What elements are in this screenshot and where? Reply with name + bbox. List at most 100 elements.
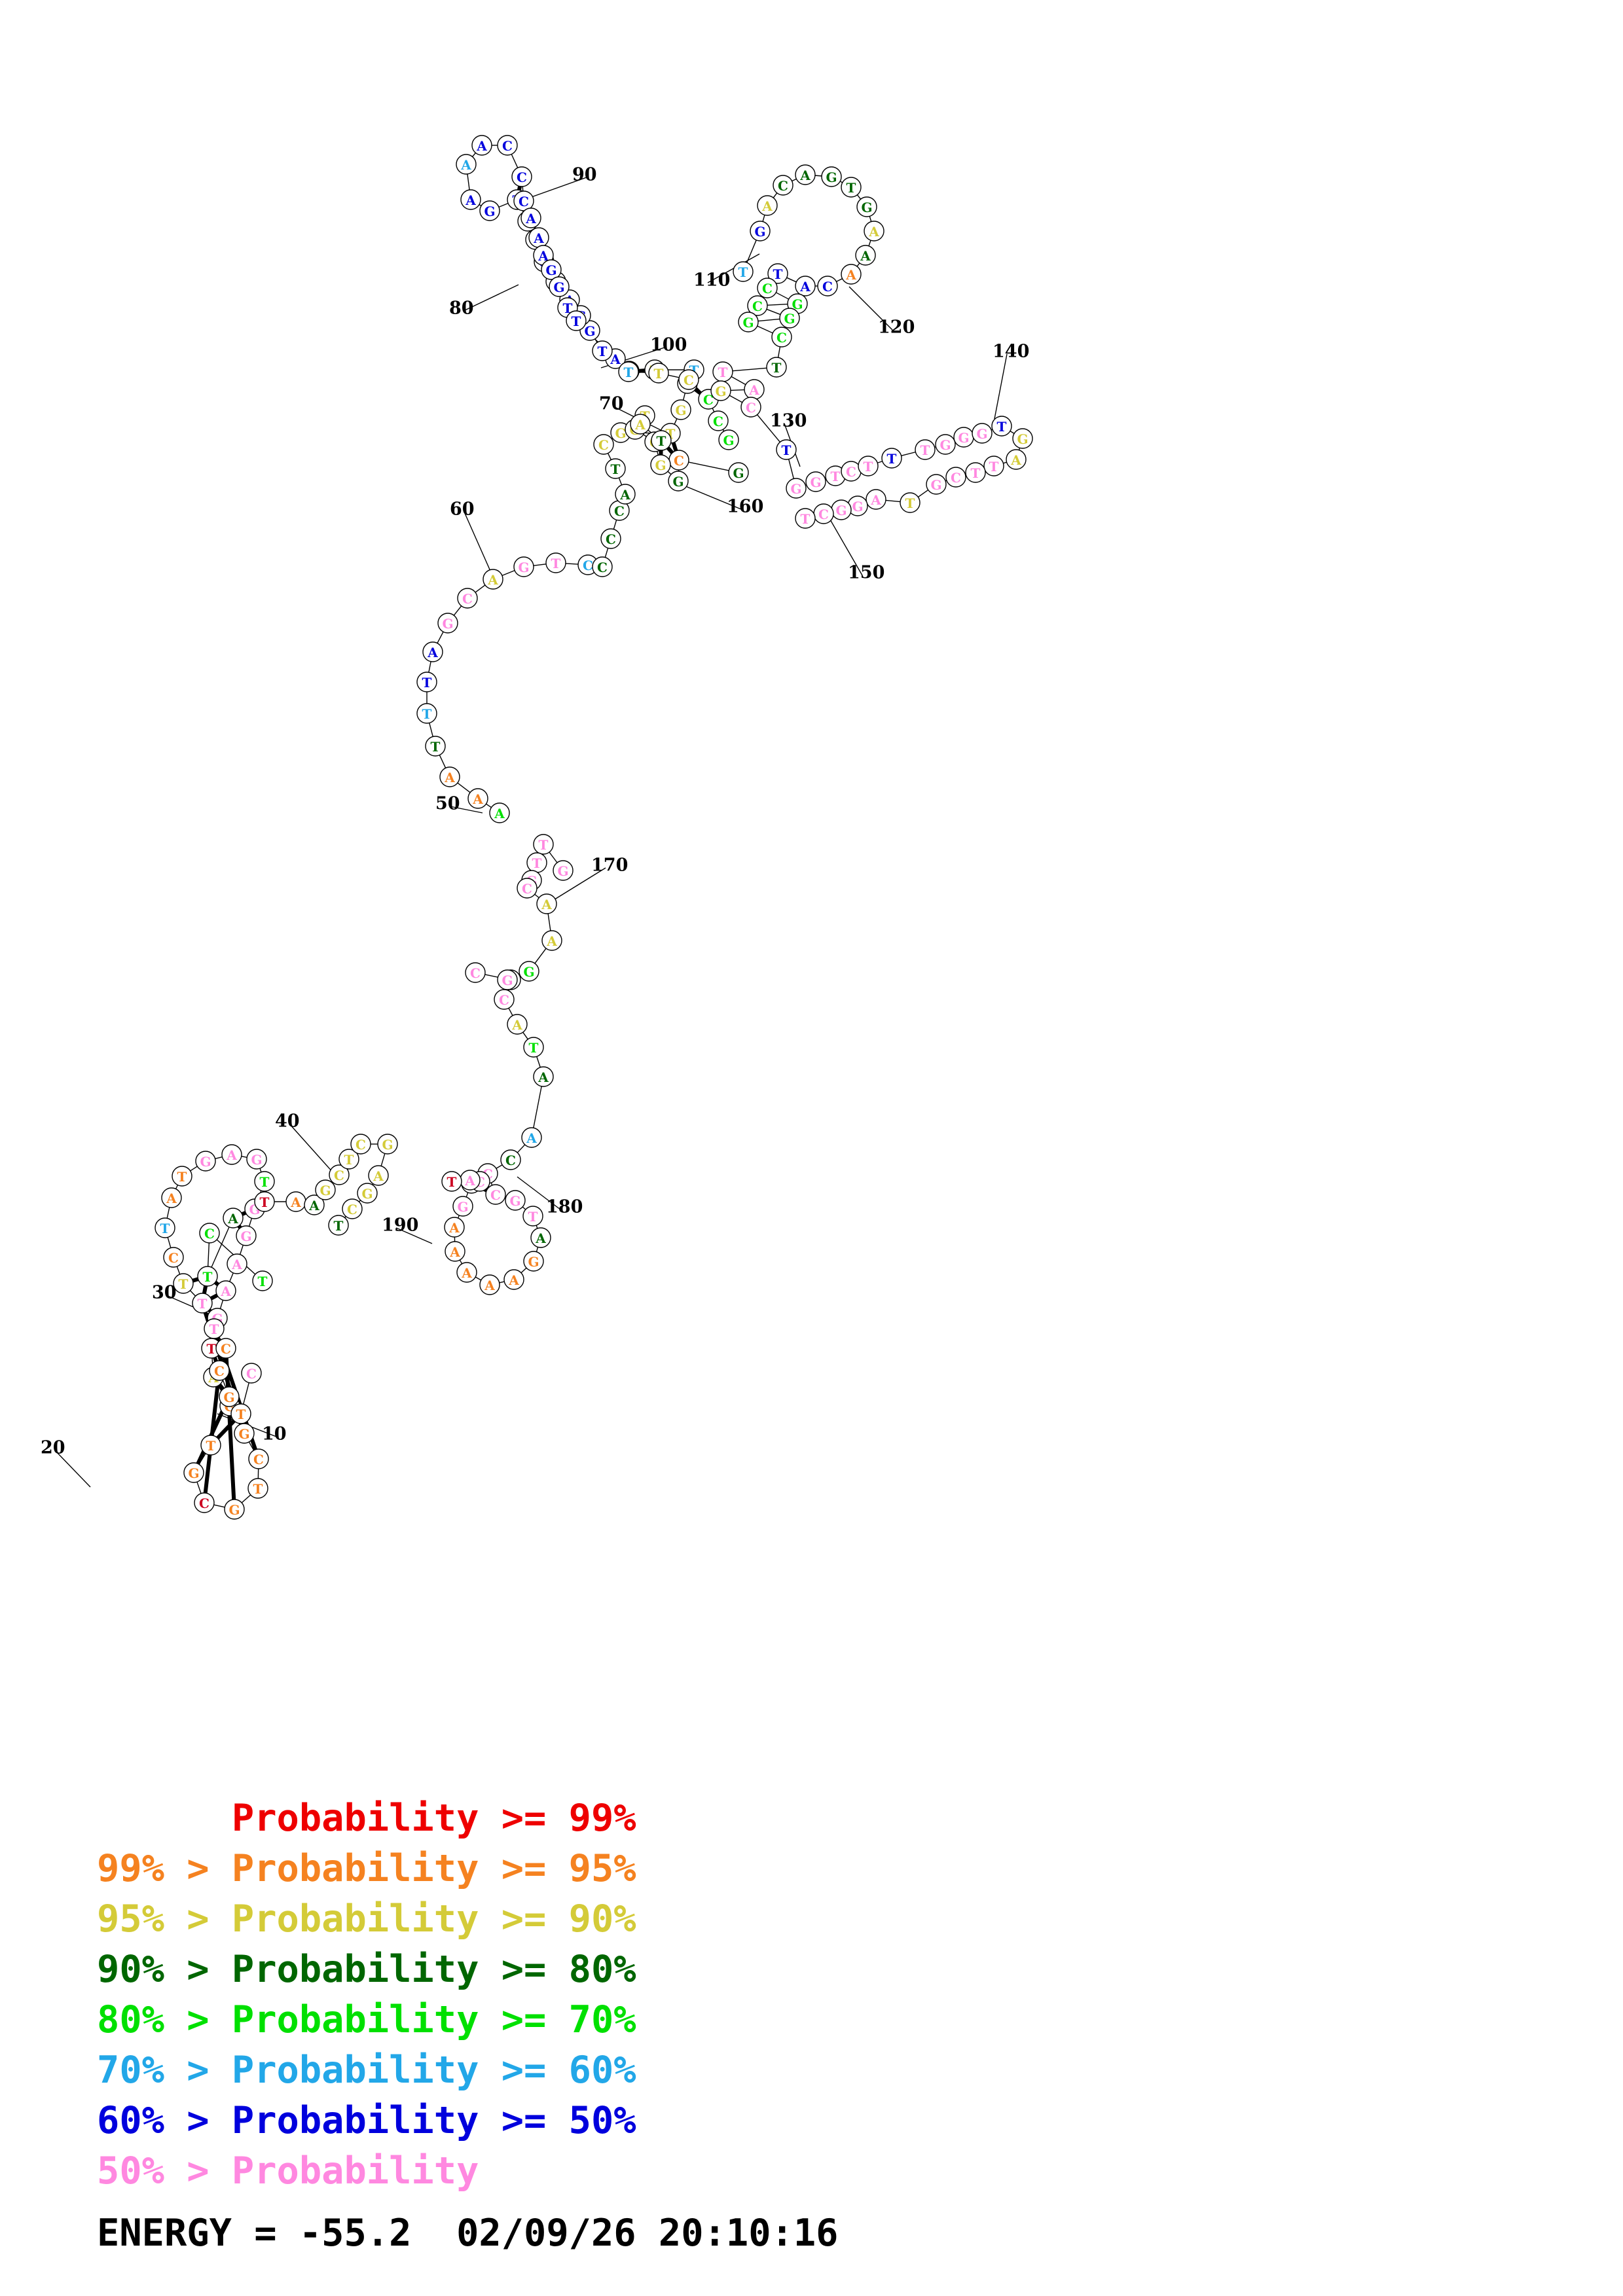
nucleotide[interactable]: G [935,434,956,455]
nucleotide[interactable]: A [521,1127,542,1148]
nucleotide-circle[interactable] [494,989,515,1010]
nucleotide-circle[interactable] [779,308,800,329]
nucleotide-circle[interactable] [841,264,862,285]
nucleotide-circle[interactable] [155,1217,175,1238]
nucleotide-circle[interactable] [221,1144,242,1165]
nucleotide[interactable]: T [522,1206,543,1227]
nucleotide-circle[interactable] [247,1478,268,1499]
nucleotide[interactable]: A [467,788,488,809]
nucleotide[interactable]: A [460,189,481,210]
nucleotide[interactable]: A [615,484,636,505]
nucleotide[interactable]: G [437,613,458,634]
nucleotide[interactable]: A [215,1280,236,1301]
nucleotide[interactable]: T [247,1478,268,1499]
nucleotide-circle[interactable] [710,380,731,401]
nucleotide[interactable]: A [855,245,876,266]
nucleotide[interactable]: T [991,416,1012,437]
nucleotide-circle[interactable] [215,1280,236,1301]
nucleotide-circle[interactable] [520,207,541,228]
nucleotide-circle[interactable] [866,489,886,510]
nucleotide-circle[interactable] [858,456,879,476]
nucleotide[interactable]: A [536,893,557,914]
nucleotide-circle[interactable] [200,1435,221,1456]
nucleotide[interactable]: C [215,1338,236,1359]
nucleotide[interactable]: G [926,474,947,495]
nucleotide[interactable]: A [223,1208,244,1229]
nucleotide-circle[interactable] [530,1227,551,1248]
nucleotide-circle[interactable] [197,1266,218,1287]
nucleotide[interactable]: C [248,1448,269,1469]
nucleotide[interactable]: T [254,1191,275,1212]
nucleotide-circle[interactable] [618,361,639,382]
nucleotide-circle[interactable] [533,1066,554,1087]
nucleotide-circle[interactable] [183,1462,204,1483]
nucleotide[interactable]: T [605,458,626,479]
nucleotide[interactable]: A [795,276,816,296]
nucleotide[interactable]: T [328,1215,349,1236]
nucleotide[interactable]: G [219,1386,240,1407]
nucleotide-circle[interactable] [766,357,787,378]
nucleotide[interactable]: G [479,200,500,221]
nucleotide[interactable]: A [864,221,884,242]
nucleotide[interactable]: A [744,379,765,400]
nucleotide[interactable]: A [422,641,443,662]
nucleotide[interactable]: T [900,492,921,513]
nucleotide-circle[interactable] [1006,449,1027,470]
nucleotide-circle[interactable] [668,471,689,492]
nucleotide-circle[interactable] [195,1151,216,1172]
nucleotide[interactable]: T [416,672,437,692]
nucleotide[interactable]: T [155,1217,175,1238]
nucleotide[interactable]: A [841,264,862,285]
nucleotide-circle[interactable] [215,1338,236,1359]
nucleotide-circle[interactable] [252,1270,273,1291]
nucleotide-circle[interactable] [678,369,699,390]
nucleotide-circle[interactable] [592,556,613,577]
nucleotide[interactable]: C [513,190,534,211]
nucleotide-circle[interactable] [536,893,557,914]
nucleotide[interactable]: C [813,503,834,524]
nucleotide-circle[interactable] [1012,428,1033,449]
nucleotide[interactable]: G [183,1462,204,1483]
nucleotide-circle[interactable] [241,1363,262,1384]
nucleotide[interactable]: C [771,327,792,348]
nucleotide-circle[interactable] [771,327,792,348]
nucleotide-circle[interactable] [805,471,826,492]
nucleotide[interactable]: T [197,1266,218,1287]
nucleotide-circle[interactable] [489,802,510,823]
nucleotide-circle[interactable] [856,196,877,217]
nucleotide[interactable]: C [593,434,614,455]
nucleotide[interactable]: A [368,1165,389,1186]
nucleotide[interactable]: A [471,135,492,156]
nucleotide-circle[interactable] [479,1274,500,1295]
nucleotide[interactable]: G [972,423,993,444]
nucleotide-circle[interactable] [357,1183,378,1204]
nucleotide[interactable]: C [757,278,778,298]
nucleotide[interactable]: G [786,478,807,499]
nucleotide[interactable]: A [161,1187,182,1208]
nucleotide[interactable]: T [254,1171,275,1192]
nucleotide[interactable]: G [246,1149,267,1170]
nucleotide-circle[interactable] [457,588,478,609]
nucleotide[interactable]: G [831,499,852,520]
nucleotide-circle[interactable] [439,766,460,787]
nucleotide-circle[interactable] [445,1241,465,1262]
nucleotide-circle[interactable] [795,508,816,529]
nucleotide[interactable]: T [881,448,902,469]
nucleotide-circle[interactable] [163,1247,184,1268]
nucleotide[interactable]: C [841,461,862,482]
nucleotide[interactable]: T [230,1403,251,1424]
nucleotide[interactable]: C [945,467,966,488]
nucleotide-circle[interactable] [795,276,816,296]
nucleotide[interactable]: G [670,399,691,420]
nucleotide[interactable]: C [457,588,478,609]
nucleotide-circle[interactable] [161,1187,182,1208]
nucleotide[interactable]: G [541,259,562,280]
nucleotide-circle[interactable] [328,1215,349,1236]
nucleotide-circle[interactable] [718,429,739,450]
nucleotide[interactable]: T [545,552,566,573]
nucleotide-circle[interactable] [517,878,538,899]
nucleotide-circle[interactable] [991,416,1012,437]
nucleotide-circle[interactable] [600,528,621,549]
nucleotide[interactable]: T [795,508,816,529]
nucleotide[interactable]: A [866,489,886,510]
